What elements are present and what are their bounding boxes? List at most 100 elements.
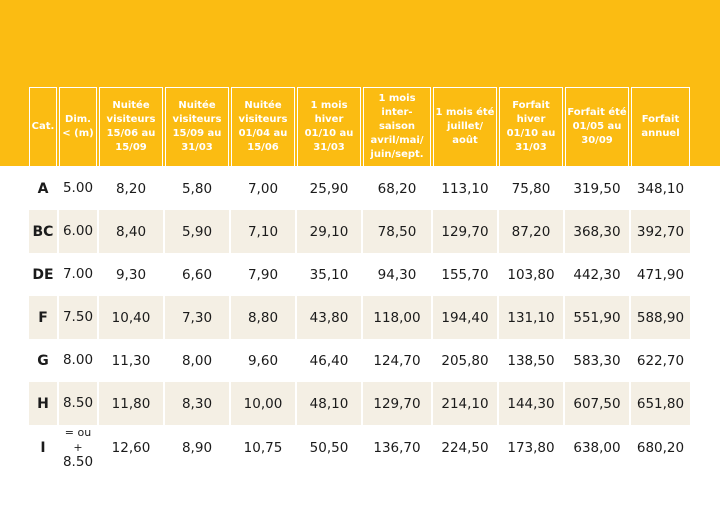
price-cell: 348,10 — [631, 167, 690, 210]
price-cell: 224,50 — [433, 425, 497, 470]
price-cell: 68,20 — [363, 167, 431, 210]
price-cell: 651,80 — [631, 382, 690, 425]
price-cell: 7,10 — [231, 210, 295, 253]
dimension-cell: 8.50 — [59, 382, 97, 425]
price-cell: 46,40 — [297, 339, 361, 382]
column-header: Cat. — [29, 87, 57, 167]
column-header: Nuitée visiteurs 01/04 au 15/06 — [231, 87, 295, 167]
dimension-cell: = ou +8.50 — [59, 425, 97, 470]
price-cell: 368,30 — [565, 210, 629, 253]
table-header-row: Cat. Dim. < (m) Nuitée visiteurs 15/06 au … — [29, 87, 690, 167]
price-cell: 10,40 — [99, 296, 163, 339]
price-cell: 29,10 — [297, 210, 361, 253]
price-cell: 7,30 — [165, 296, 229, 339]
column-header: Forfait annuel — [631, 87, 690, 167]
price-cell: 8,20 — [99, 167, 163, 210]
price-cell: 194,40 — [433, 296, 497, 339]
price-cell: 103,80 — [499, 253, 563, 296]
price-cell: 392,70 — [631, 210, 690, 253]
category-cell: A — [29, 167, 57, 210]
column-header: Dim. < (m) — [59, 87, 97, 167]
price-cell: 551,90 — [565, 296, 629, 339]
table-row: BC 6.00 8,40 5,90 7,10 29,10 78,50 129,70 87,20 3… — [29, 210, 690, 253]
price-cell: 8,80 — [231, 296, 295, 339]
price-cell: 75,80 — [499, 167, 563, 210]
column-header: 1 mois inter-saison avril/mai/ juin/sept… — [363, 87, 431, 167]
price-cell: 155,70 — [433, 253, 497, 296]
price-cell: 8,90 — [165, 425, 229, 470]
price-cell: 319,50 — [565, 167, 629, 210]
dimension-value: 8.50 — [62, 454, 94, 470]
price-cell: 11,80 — [99, 382, 163, 425]
column-header: Nuitée visiteurs 15/06 au 15/09 — [99, 87, 163, 167]
price-cell: 43,80 — [297, 296, 361, 339]
price-cell: 9,30 — [99, 253, 163, 296]
price-cell: 10,00 — [231, 382, 295, 425]
category-cell: G — [29, 339, 57, 382]
table-row: H 8.50 11,80 8,30 10,00 48,10 129,70 214,10 144,… — [29, 382, 690, 425]
price-cell: 8,40 — [99, 210, 163, 253]
price-cell: 7,90 — [231, 253, 295, 296]
dimension-cell: 6.00 — [59, 210, 97, 253]
price-cell: 638,00 — [565, 425, 629, 470]
price-cell: 118,00 — [363, 296, 431, 339]
column-header: 1 mois hiver 01/10 au 31/03 — [297, 87, 361, 167]
price-cell: 205,80 — [433, 339, 497, 382]
category-cell: BC — [29, 210, 57, 253]
category-cell: H — [29, 382, 57, 425]
price-cell: 138,50 — [499, 339, 563, 382]
column-header: Nuitée visiteurs 15/09 au 31/03 — [165, 87, 229, 167]
price-cell: 471,90 — [631, 253, 690, 296]
price-cell: 680,20 — [631, 425, 690, 470]
tariff-table: Cat. Dim. < (m) Nuitée visiteurs 15/06 au … — [27, 87, 692, 470]
price-cell: 442,30 — [565, 253, 629, 296]
price-cell: 35,10 — [297, 253, 361, 296]
price-cell: 8,00 — [165, 339, 229, 382]
price-cell: 173,80 — [499, 425, 563, 470]
price-cell: 113,10 — [433, 167, 497, 210]
price-cell: 129,70 — [363, 382, 431, 425]
column-header: 1 mois été juillet/ août — [433, 87, 497, 167]
table-row: I = ou +8.50 12,60 8,90 10,75 50,50 136,70 224,… — [29, 425, 690, 470]
price-cell: 7,00 — [231, 167, 295, 210]
price-cell: 10,75 — [231, 425, 295, 470]
table-body: A 5.00 8,20 5,80 7,00 25,90 68,20 113,10 75,80 31… — [29, 167, 690, 470]
table-row: A 5.00 8,20 5,80 7,00 25,90 68,20 113,10 75,80 31… — [29, 167, 690, 210]
category-cell: DE — [29, 253, 57, 296]
dimension-cell: 8.00 — [59, 339, 97, 382]
price-cell: 12,60 — [99, 425, 163, 470]
dimension-cell: 7.00 — [59, 253, 97, 296]
price-cell: 50,50 — [297, 425, 361, 470]
price-cell: 48,10 — [297, 382, 361, 425]
price-cell: 5,90 — [165, 210, 229, 253]
price-cell: 607,50 — [565, 382, 629, 425]
price-cell: 9,60 — [231, 339, 295, 382]
category-cell: F — [29, 296, 57, 339]
price-cell: 129,70 — [433, 210, 497, 253]
price-cell: 11,30 — [99, 339, 163, 382]
price-cell: 87,20 — [499, 210, 563, 253]
dimension-cell: 5.00 — [59, 167, 97, 210]
price-cell: 6,60 — [165, 253, 229, 296]
price-cell: 5,80 — [165, 167, 229, 210]
dimension-prefix: = ou + — [64, 426, 92, 454]
table-row: F 7.50 10,40 7,30 8,80 43,80 118,00 194,40 131,1… — [29, 296, 690, 339]
column-header: Forfait été 01/05 au 30/09 — [565, 87, 629, 167]
price-cell: 78,50 — [363, 210, 431, 253]
price-cell: 622,70 — [631, 339, 690, 382]
price-cell: 131,10 — [499, 296, 563, 339]
price-cell: 214,10 — [433, 382, 497, 425]
price-cell: 25,90 — [297, 167, 361, 210]
price-cell: 144,30 — [499, 382, 563, 425]
price-cell: 124,70 — [363, 339, 431, 382]
table-row: DE 7.00 9,30 6,60 7,90 35,10 94,30 155,70 103,80… — [29, 253, 690, 296]
table-row: G 8.00 11,30 8,00 9,60 46,40 124,70 205,80 138,5… — [29, 339, 690, 382]
price-cell: 583,30 — [565, 339, 629, 382]
dimension-cell: 7.50 — [59, 296, 97, 339]
price-cell: 588,90 — [631, 296, 690, 339]
price-cell: 8,30 — [165, 382, 229, 425]
category-cell: I — [29, 425, 57, 470]
column-header: Forfait hiver 01/10 au 31/03 — [499, 87, 563, 167]
price-cell: 136,70 — [363, 425, 431, 470]
price-cell: 94,30 — [363, 253, 431, 296]
